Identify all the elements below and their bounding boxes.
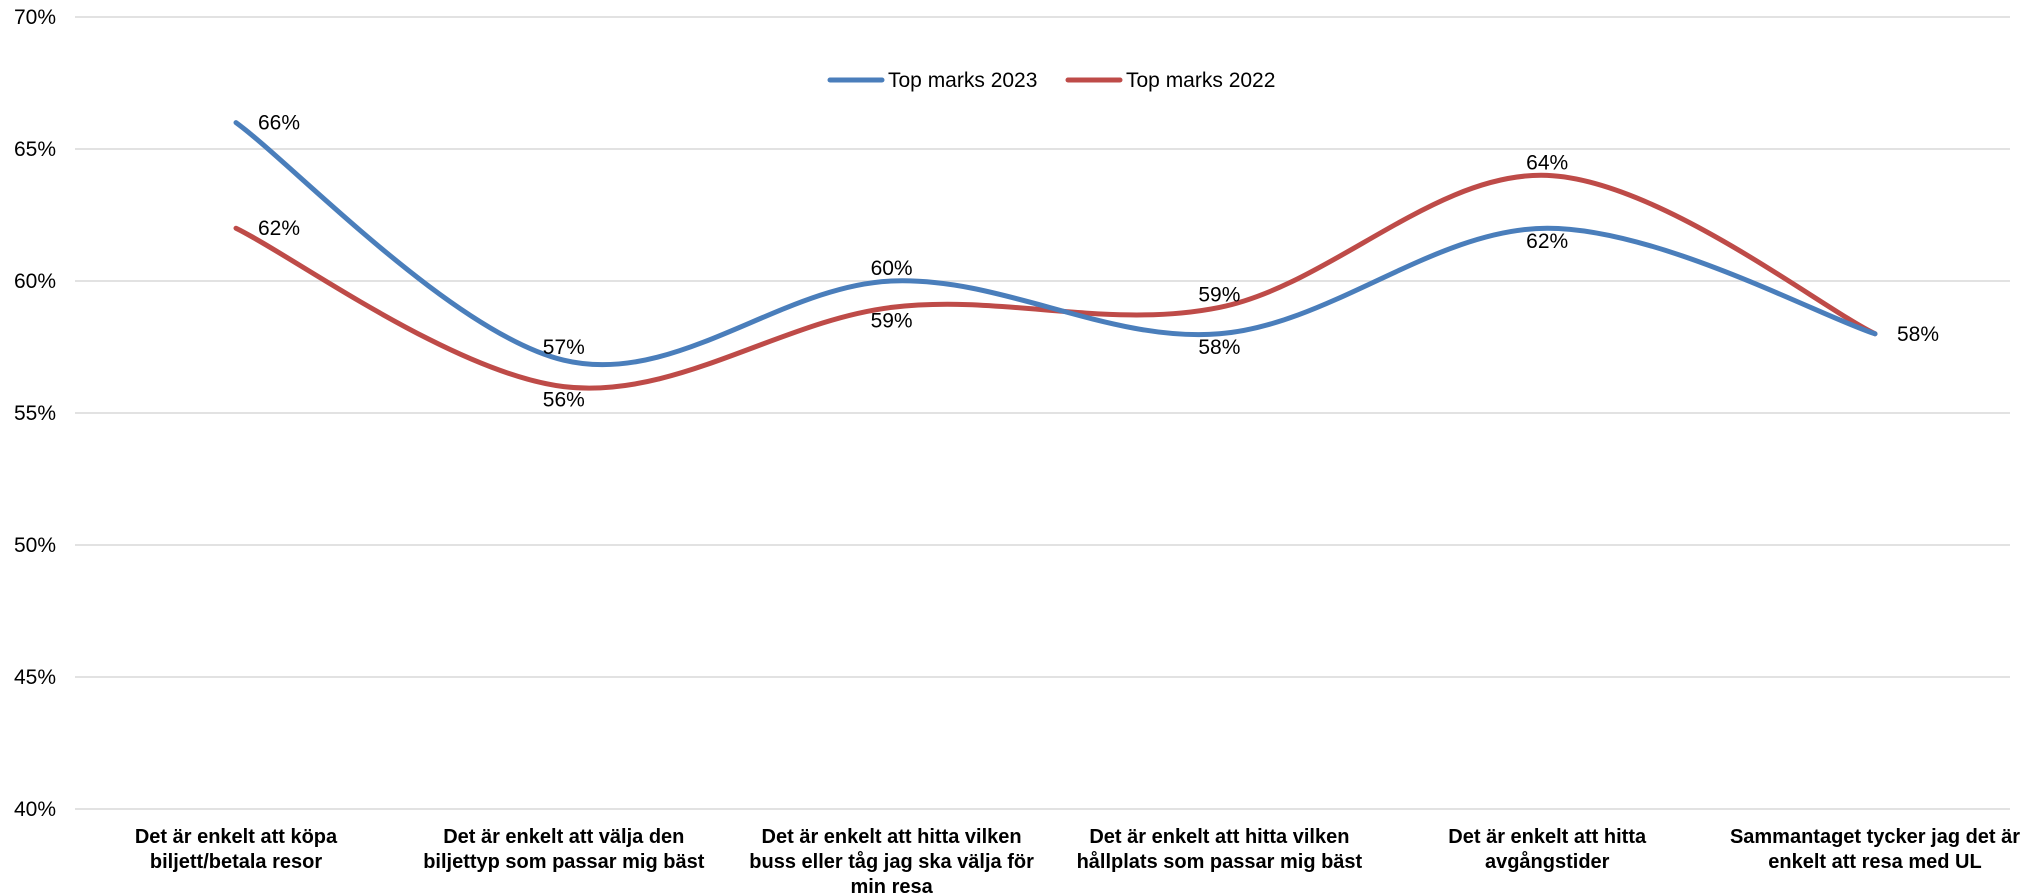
- data-label-top-marks-2023: 66%: [258, 112, 300, 135]
- data-label-top-marks-2022: 56%: [543, 389, 585, 412]
- x-axis-category-labels: Det är enkelt att köpa biljett/betala res…: [135, 826, 2020, 894]
- x-category-label: Det är enkelt att köpa biljett/betala res…: [135, 826, 338, 873]
- legend: Top marks 2023 Top marks 2022: [827, 69, 1275, 92]
- data-label-top-marks-2022: 59%: [871, 309, 913, 332]
- y-tick-label: 45%: [14, 666, 56, 689]
- data-label-top-marks-2023: 62%: [1526, 230, 1568, 253]
- data-label-top-marks-2022: 62%: [258, 217, 300, 240]
- data-label-top-marks-2022: 59%: [1198, 283, 1240, 306]
- y-tick-label: 70%: [14, 6, 56, 29]
- x-category-label: Sammantaget tycker jag det är enkelt att …: [1730, 826, 2020, 873]
- data-label-top-marks-2023: 58%: [1897, 323, 1939, 346]
- y-tick-label: 40%: [14, 798, 56, 821]
- x-category-label: Det är enkelt att välja den biljettyp som…: [423, 826, 705, 873]
- y-tick-label: 65%: [14, 138, 56, 161]
- data-labels: 66% 57% 60% 58% 62% 58% 62% 56% 59% 59% 64%: [258, 112, 1939, 412]
- data-label-top-marks-2022: 64%: [1526, 151, 1568, 174]
- legend-label-top-marks-2022: Top marks 2022: [1126, 69, 1275, 92]
- series-lines: [233, 120, 1878, 391]
- data-label-top-marks-2023: 58%: [1198, 336, 1240, 359]
- y-tick-label: 50%: [14, 534, 56, 557]
- gridlines: [75, 16, 2010, 810]
- y-tick-label: 55%: [14, 402, 56, 425]
- y-axis-tick-labels: 40% 45% 50% 55% 60% 65% 70%: [14, 6, 56, 821]
- x-category-label: Det är enkelt att hitta vilken hållplats …: [1077, 826, 1363, 873]
- data-label-top-marks-2023: 57%: [543, 336, 585, 359]
- x-category-label: Det är enkelt att hitta avgångstider: [1448, 826, 1647, 873]
- x-category-label: Det är enkelt att hitta vilken buss eller…: [749, 826, 1034, 894]
- series-line-top-marks-2023: [233, 120, 1878, 368]
- y-tick-label: 60%: [14, 270, 56, 293]
- data-label-top-marks-2023: 60%: [871, 257, 913, 280]
- legend-label-top-marks-2023: Top marks 2023: [888, 69, 1037, 92]
